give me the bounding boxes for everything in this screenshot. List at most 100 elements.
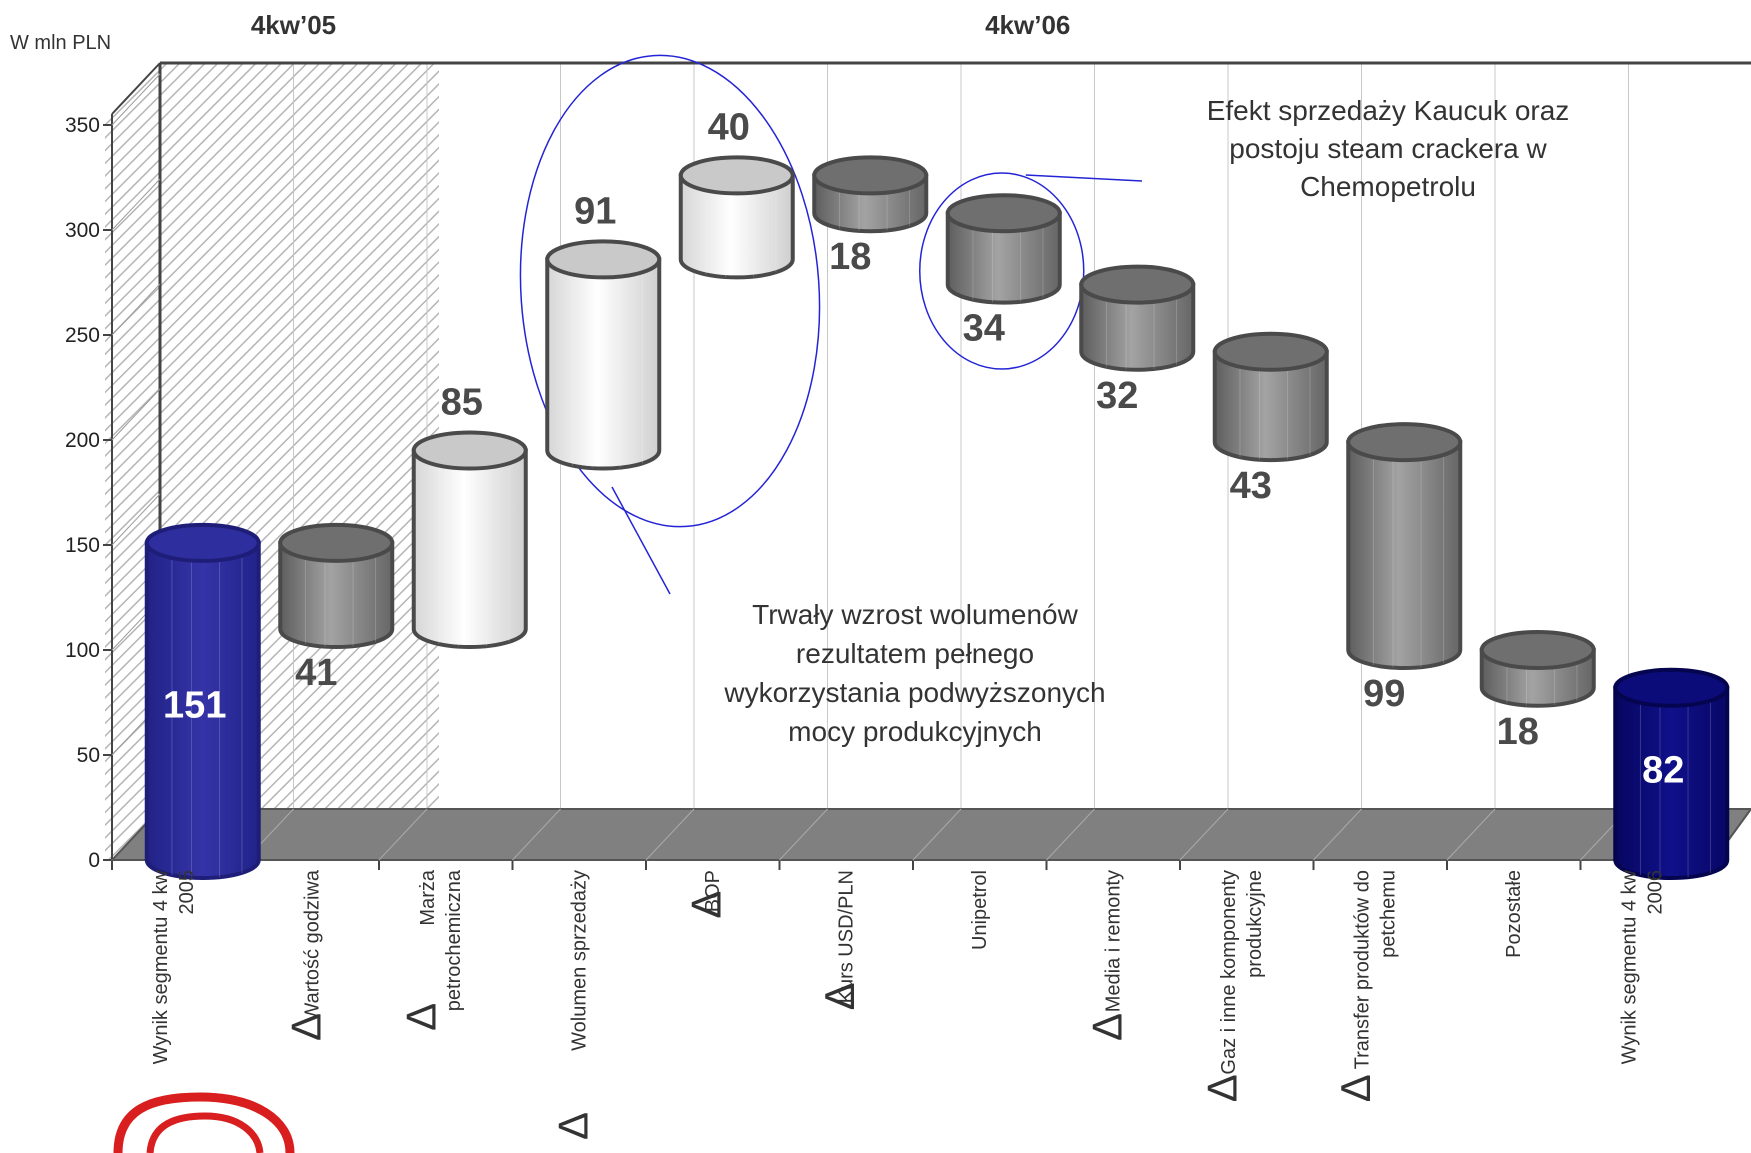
period-label: 4kw’06: [985, 10, 1070, 40]
floor-divider: [1313, 808, 1362, 861]
annotation-text-line: rezultatem pełnego: [796, 638, 1034, 669]
bar-top: [1613, 667, 1730, 708]
period-labels: 4kw’05 4kw’06: [251, 10, 1071, 40]
y-depth-line: [111, 388, 161, 441]
floor-divider: [1179, 808, 1229, 861]
category-label: Gaz i inne komponenty: [1218, 870, 1240, 1075]
delta-symbol: Δ: [1083, 1013, 1130, 1041]
annotation-ellipse-unipetrol: [919, 172, 1085, 370]
bar-cylinder: [278, 522, 395, 649]
category-label-group: Gaz i inne komponenty produkcyjne Δ: [1199, 870, 1266, 1102]
delta-symbol: Δ: [282, 1013, 329, 1041]
category-label: Unipetrol: [969, 870, 991, 950]
category-label: produkcyjne: [1244, 870, 1266, 978]
y-tick-label: 0: [88, 849, 100, 872]
bar-body: [1346, 440, 1463, 670]
category-label-group: Wynik segmentu 4 kw 2005: [150, 869, 198, 1064]
bar-value-label: 99: [1363, 673, 1405, 715]
category-label: Wolumen sprzedaży: [568, 870, 590, 1051]
bar-cylinder: [1079, 264, 1196, 372]
annotation-text-line: postoju steam crackera w: [1229, 133, 1547, 164]
category-label-group: Wynik segmentu 4 kw 2006: [1618, 869, 1666, 1064]
bar-cylinder: [1346, 422, 1463, 670]
bar-body: [278, 540, 395, 649]
y-axis-unit-label: W mln PLN: [10, 32, 111, 54]
y-depth-line: [111, 178, 161, 231]
category-label: petrochemiczna: [443, 869, 465, 1011]
bar-value-label: 40: [708, 106, 750, 148]
bar-value-label: 43: [1230, 465, 1272, 507]
bar-value-label: 85: [441, 382, 483, 424]
bar-top: [144, 522, 261, 563]
bar-top: [678, 155, 795, 196]
bar-cylinder: [945, 193, 1062, 305]
category-labels: Wynik segmentu 4 kw 2005 Wartość godziwaΔM…: [150, 869, 1667, 1140]
y-tick-label: 100: [65, 639, 100, 662]
floor-divider: [1046, 808, 1095, 861]
annotation-text-line: mocy produkcyjnych: [788, 716, 1042, 747]
bar-body: [678, 173, 795, 280]
bar-value-label: 91: [574, 190, 616, 232]
bar-value-label: 18: [829, 236, 871, 278]
period-label: 4kw’05: [251, 10, 336, 40]
bar-cylinder: [1479, 630, 1596, 708]
bar-body: [1613, 685, 1730, 880]
bar-cylinder: [545, 239, 662, 471]
floor-divider: [1446, 808, 1496, 861]
category-label: Media i remonty: [1102, 870, 1124, 1012]
bar-value-label: 82: [1642, 750, 1684, 792]
bar-body: [411, 448, 528, 649]
floor-divider: [645, 808, 695, 861]
annotation-ellipse-volume: [519, 54, 821, 528]
bar-cylinder: [678, 155, 795, 280]
bar-cylinder: [1212, 331, 1329, 463]
y-tick-label: 250: [65, 324, 100, 347]
annotation-text-line: Efekt sprzedaży Kaucuk oraz: [1207, 95, 1570, 126]
bar-body: [545, 257, 662, 471]
bar-body: [1212, 349, 1329, 463]
bar-top: [1212, 331, 1329, 372]
delta-symbol: Δ: [1199, 1074, 1246, 1102]
delta-symbol: Δ: [398, 1003, 445, 1031]
category-label: Transfer produktów do: [1351, 870, 1373, 1069]
category-label-group: Wolumen sprzedaży Δ: [549, 870, 596, 1140]
category-label: Pozostałe: [1503, 870, 1525, 958]
bar-top: [1479, 630, 1596, 670]
y-tick-labels: 0 50 100 150 200 250 300 350: [65, 114, 100, 872]
category-label-group: Transfer produktów do petchemu Δ: [1332, 870, 1399, 1102]
floor-divider: [512, 808, 561, 861]
category-label: BOP: [702, 870, 724, 912]
bar-cylinder: [411, 430, 528, 649]
delta-symbol: Δ: [549, 1112, 596, 1140]
chart-floor: [109, 808, 1751, 861]
category-label: 2005: [176, 870, 198, 915]
floor-plane: [109, 808, 1751, 861]
y-tick-label: 350: [65, 114, 100, 137]
annotation-shapes: [519, 54, 1143, 595]
y-tick-label: 300: [65, 219, 100, 242]
bar-top: [1079, 264, 1196, 305]
annotation-leader-line: [1025, 174, 1143, 182]
bar-cylinder: [144, 522, 261, 880]
category-label: Wynik segmentu 4 kw: [150, 869, 172, 1064]
category-label: Wartość godziwa: [301, 869, 323, 1021]
delta-symbol: Δ: [1332, 1074, 1379, 1102]
bar-cylinder: [812, 155, 929, 234]
bar-cylinder: [1613, 667, 1730, 880]
bar-top: [278, 522, 395, 563]
company-logo: [113, 1092, 295, 1153]
annotation-text-line: Trwały wzrost wolumenów: [752, 599, 1078, 630]
y-depth-line: [111, 283, 161, 336]
category-label: Kurs USD/PLN: [835, 870, 857, 1003]
bar-top: [812, 155, 929, 196]
category-label: petchemu: [1377, 870, 1399, 958]
annotation-text-line: wykorzystania podwyższonych: [723, 677, 1105, 708]
bar-value-label: 32: [1096, 375, 1138, 417]
bar-body: [144, 540, 261, 880]
y-depth-line: [111, 493, 161, 546]
